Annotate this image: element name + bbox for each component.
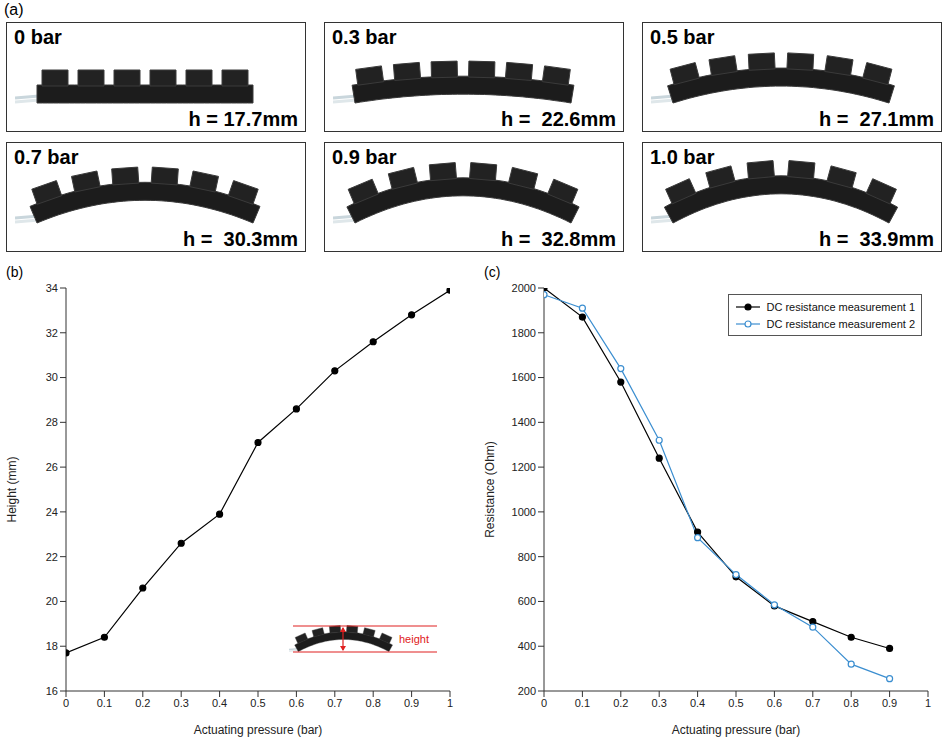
svg-text:0.1: 0.1 [575,697,590,709]
svg-text:0: 0 [541,697,547,709]
svg-text:1200: 1200 [512,461,536,473]
svg-text:0.8: 0.8 [844,697,859,709]
svg-text:0.8: 0.8 [366,697,381,709]
html-text:(a): (a) [4,1,24,18]
svg-text:0.3: 0.3 [652,697,667,709]
svg-text:22: 22 [46,551,58,563]
svg-text:0.6: 0.6 [767,697,782,709]
svg-text:0.4: 0.4 [212,697,227,709]
svg-text:1600: 1600 [512,371,536,383]
svg-text:1400: 1400 [512,416,536,428]
svg-text:400: 400 [518,640,536,652]
svg-text:0.2: 0.2 [135,697,150,709]
svg-text:200: 200 [518,685,536,697]
svg-text:800: 800 [518,551,536,563]
svg-text:1000: 1000 [512,506,536,518]
html-text:h = 22.6mm: h = 22.6mm [500,108,616,130]
svg-text:0.1: 0.1 [97,697,112,709]
svg-text:0.3: 0.3 [174,697,189,709]
svg-text:0.7: 0.7 [805,697,820,709]
svg-text:18: 18 [46,640,58,652]
svg-text:32: 32 [46,327,58,339]
svg-text:height: height [399,633,429,645]
svg-text:0.2: 0.2 [613,697,628,709]
svg-text:30: 30 [46,371,58,383]
svg-text:0.5: 0.5 [250,697,265,709]
html-text:(c): (c) [484,264,501,280]
svg-text:0.4: 0.4 [690,697,705,709]
svg-text:16: 16 [46,685,58,697]
svg-text:Height (mm): Height (mm) [5,456,19,522]
svg-text:Actuating pressure (bar): Actuating pressure (bar) [194,723,323,737]
svg-text:26: 26 [46,461,58,473]
svg-text:34: 34 [46,282,58,294]
html-text:0.7 bar: 0.7 bar [14,146,79,168]
svg-text:0.9: 0.9 [404,697,419,709]
svg-text:24: 24 [46,506,58,518]
svg-text:1800: 1800 [512,327,536,339]
html-text:h = 27.1mm: h = 27.1mm [818,108,934,130]
html-text:h = 32.8mm: h = 32.8mm [500,228,616,250]
svg-text:Resistance (Ohm): Resistance (Ohm) [483,441,497,538]
svg-text:28: 28 [46,416,58,428]
html-text:(b): (b) [6,264,24,280]
html-text:0.5 bar: 0.5 bar [650,26,715,48]
html-text:0 bar: 0 bar [14,26,62,48]
html-text:DC resistance measurement 2: DC resistance measurement 2 [766,317,915,330]
svg-text:1: 1 [925,697,931,709]
html-text:h = 33.9mm: h = 33.9mm [818,228,934,250]
svg-text:0.7: 0.7 [327,697,342,709]
html-text:h = 30.3mm: h = 30.3mm [182,228,298,250]
svg-text:Actuating pressure (bar): Actuating pressure (bar) [672,723,801,737]
svg-text:0.6: 0.6 [289,697,304,709]
html-text:1.0 bar: 1.0 bar [650,146,715,168]
html-text:h = 17.7mm: h = 17.7mm [188,108,298,130]
svg-text:600: 600 [518,595,536,607]
svg-text:1: 1 [447,697,453,709]
svg-text:0.9: 0.9 [882,697,897,709]
html-text:0.9 bar: 0.9 bar [332,146,397,168]
svg-text:0: 0 [63,697,69,709]
svg-text:2000: 2000 [512,282,536,294]
html-text:0.3 bar: 0.3 bar [332,26,397,48]
svg-text:0.5: 0.5 [728,697,743,709]
svg-text:20: 20 [46,595,58,607]
html-text:DC resistance measurement 1: DC resistance measurement 1 [766,300,915,313]
